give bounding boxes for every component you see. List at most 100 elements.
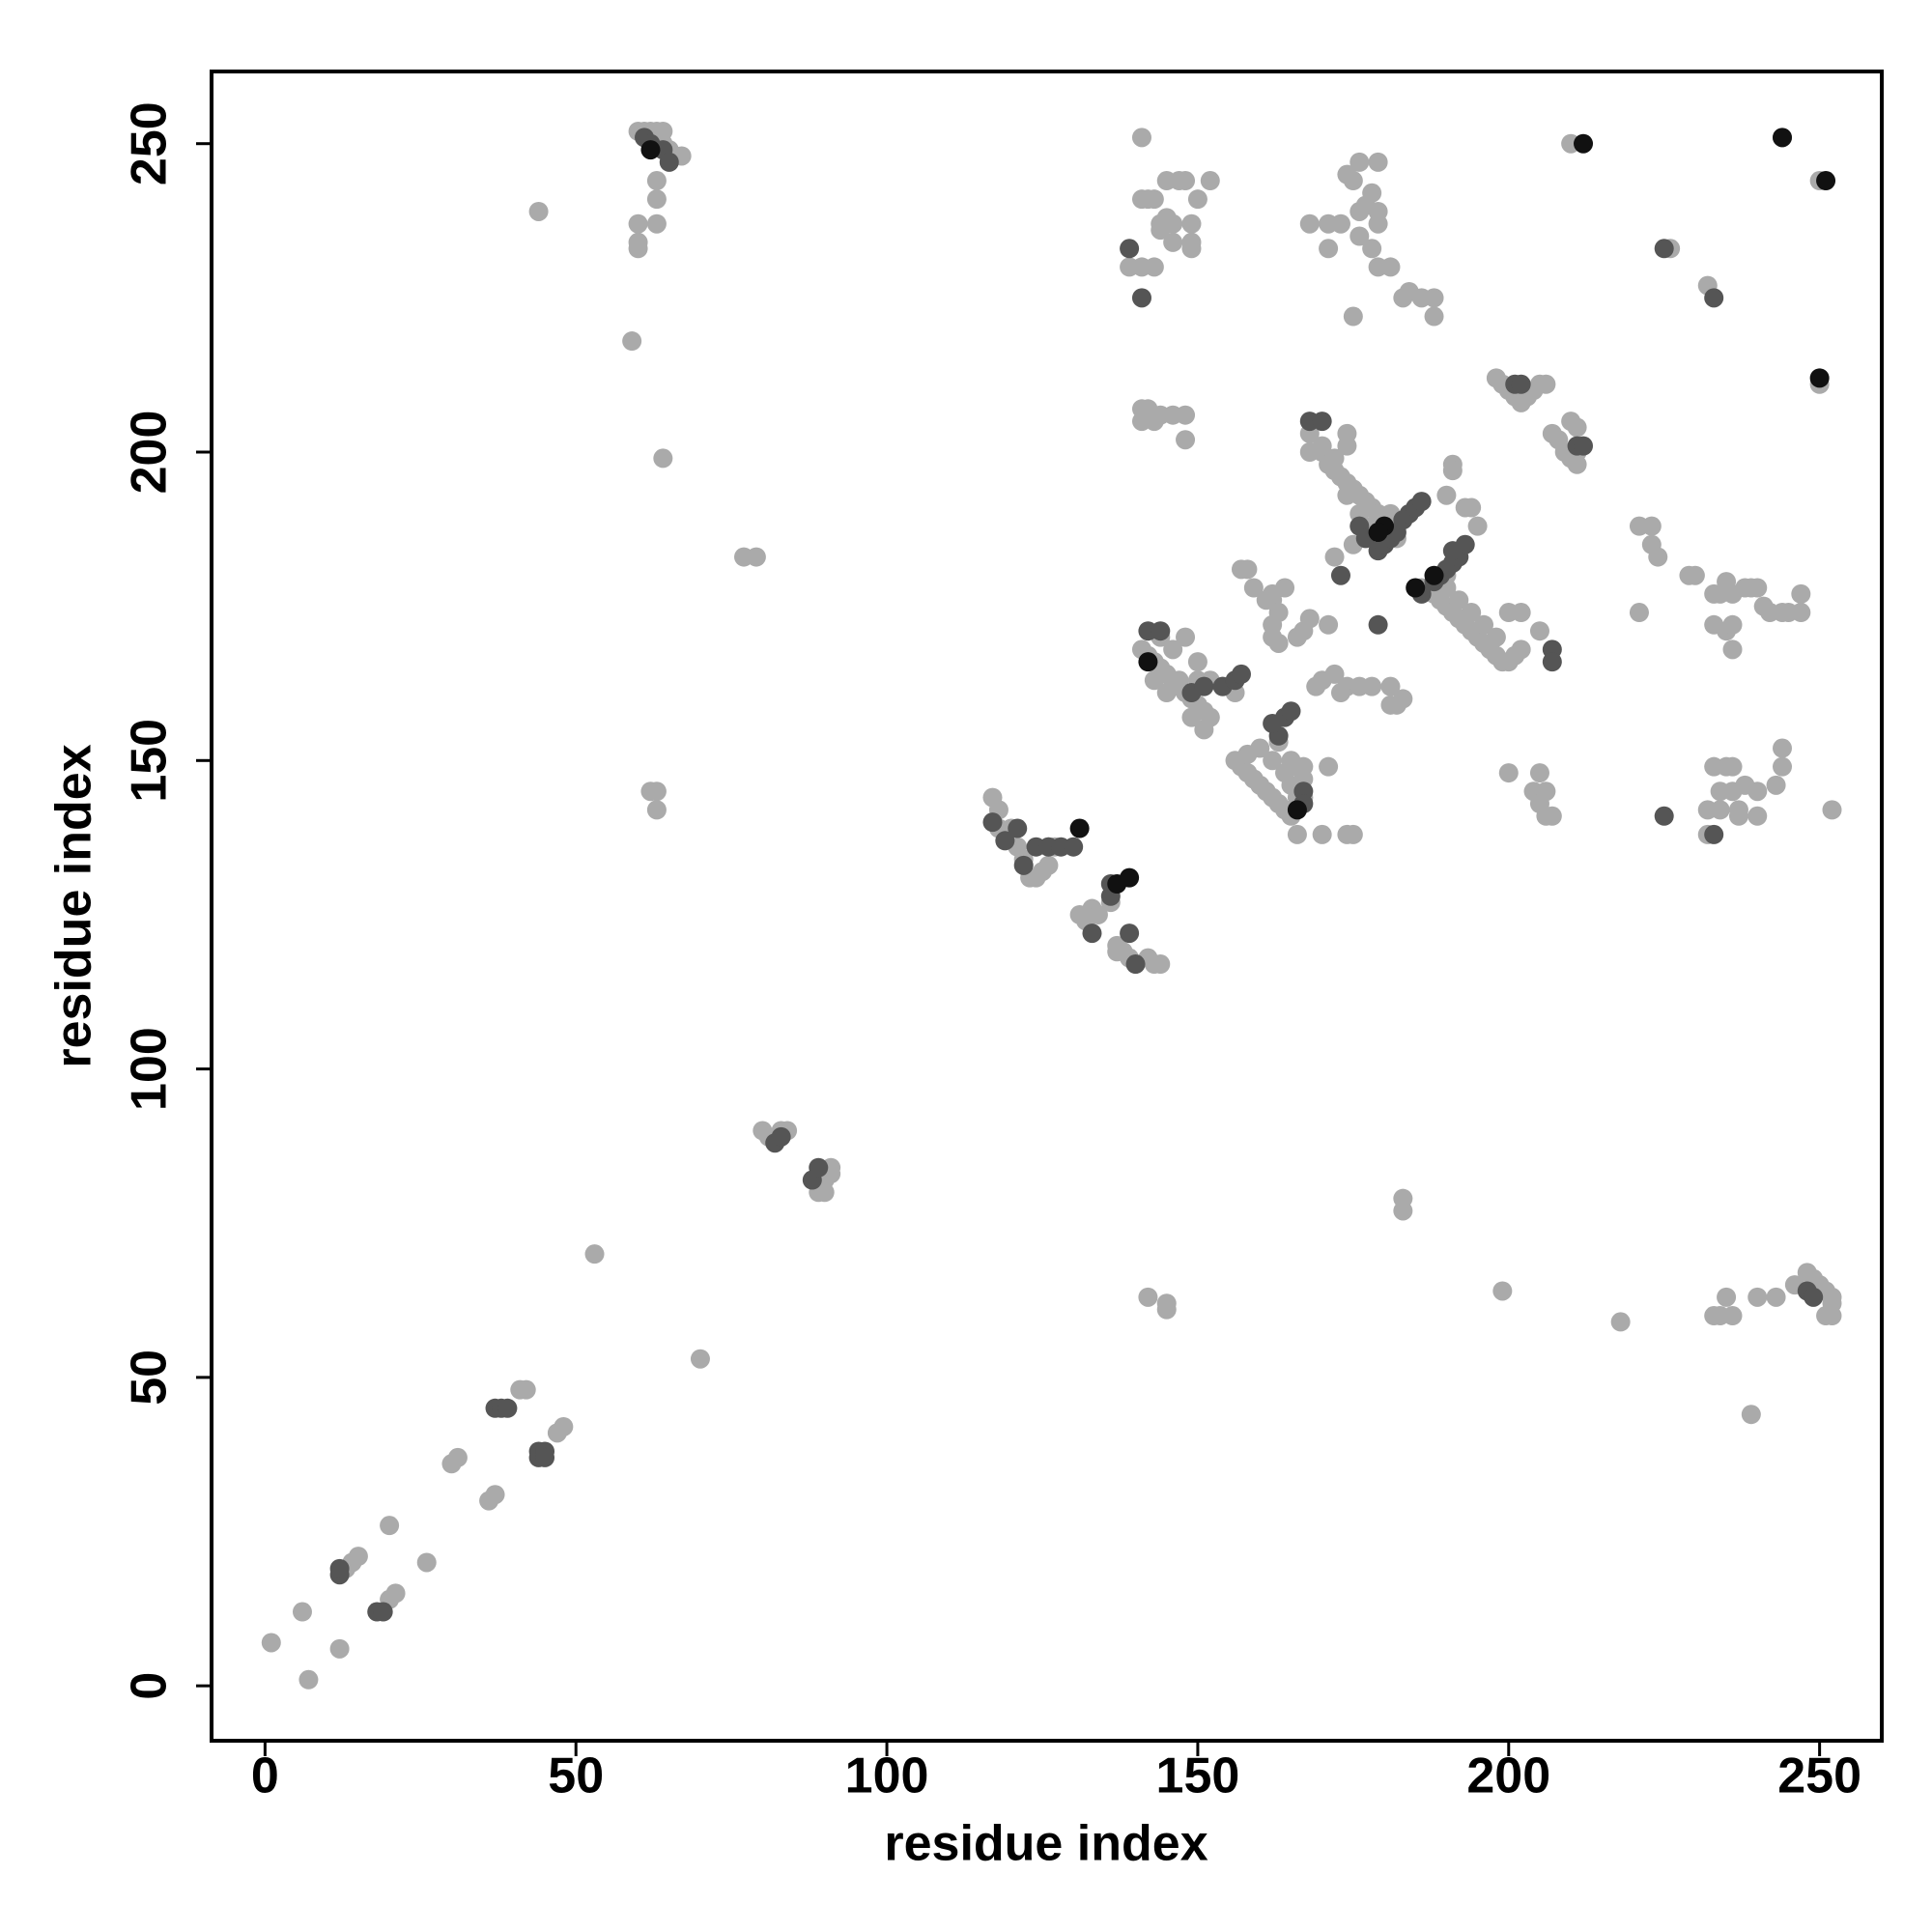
- point: [292, 1602, 312, 1622]
- point: [1237, 744, 1258, 764]
- point: [1654, 806, 1674, 826]
- point: [1411, 492, 1432, 512]
- point: [1181, 213, 1202, 234]
- point: [1151, 954, 1171, 975]
- point: [1176, 405, 1196, 425]
- point: [1629, 603, 1649, 623]
- y-axis-title: residue index: [46, 744, 102, 1067]
- point: [1368, 152, 1388, 172]
- point: [554, 1416, 574, 1436]
- point: [1773, 756, 1793, 777]
- point: [1337, 436, 1357, 456]
- point: [1120, 867, 1140, 888]
- point: [1449, 590, 1469, 611]
- point: [1685, 565, 1705, 585]
- point: [646, 171, 667, 191]
- point: [1169, 670, 1189, 691]
- point: [1529, 763, 1549, 783]
- point: [1654, 239, 1674, 259]
- point: [261, 1633, 281, 1653]
- point: [1424, 565, 1444, 585]
- point: [1330, 565, 1350, 585]
- point: [1324, 547, 1345, 567]
- point: [447, 1447, 468, 1467]
- point: [1741, 1405, 1761, 1425]
- x-tick-label: 50: [548, 1748, 604, 1804]
- point: [1138, 1287, 1158, 1307]
- point: [1822, 1306, 1842, 1326]
- point: [1038, 855, 1059, 875]
- point: [1542, 652, 1562, 672]
- point: [1474, 614, 1494, 635]
- point: [1187, 189, 1208, 210]
- point: [1151, 621, 1171, 641]
- point: [1176, 171, 1196, 191]
- point: [1287, 824, 1307, 844]
- point: [1380, 695, 1401, 715]
- x-tick-label: 200: [1466, 1748, 1550, 1804]
- point: [1462, 497, 1482, 518]
- point: [1747, 806, 1768, 826]
- point: [1747, 781, 1768, 802]
- point: [1131, 128, 1151, 148]
- point: [982, 812, 1003, 833]
- point: [1194, 720, 1214, 740]
- point: [584, 1244, 605, 1264]
- point: [1287, 800, 1307, 820]
- point: [1156, 1299, 1177, 1320]
- point: [1319, 239, 1339, 259]
- point: [1442, 541, 1463, 561]
- point: [1176, 627, 1196, 647]
- point: [1281, 701, 1301, 722]
- point: [1237, 559, 1258, 580]
- point: [1511, 374, 1531, 394]
- point: [809, 1157, 829, 1178]
- point: [1324, 448, 1345, 469]
- point: [1156, 683, 1177, 703]
- point: [1275, 578, 1295, 598]
- point: [995, 831, 1015, 851]
- point: [1542, 806, 1562, 826]
- point: [1791, 603, 1811, 623]
- point: [1343, 824, 1363, 844]
- point: [1312, 824, 1332, 844]
- point: [1263, 713, 1283, 733]
- x-tick-label: 100: [845, 1748, 929, 1804]
- point: [535, 1447, 555, 1467]
- point: [528, 201, 549, 221]
- point: [1492, 1281, 1513, 1301]
- point: [485, 1485, 505, 1505]
- point: [1816, 171, 1836, 191]
- point: [653, 448, 673, 469]
- point: [1498, 763, 1519, 783]
- y-tick-label: 150: [122, 719, 178, 803]
- x-axis-title: residue index: [884, 1816, 1208, 1872]
- point: [1486, 627, 1506, 647]
- point: [1163, 232, 1183, 252]
- point: [1268, 633, 1289, 653]
- point: [1337, 485, 1357, 505]
- point: [1393, 1201, 1413, 1221]
- point: [771, 1126, 791, 1147]
- point: [1200, 171, 1220, 191]
- point: [385, 1583, 406, 1604]
- point: [1704, 824, 1724, 844]
- point: [1822, 1287, 1842, 1307]
- point: [1722, 639, 1743, 660]
- point: [1312, 412, 1332, 432]
- point: [1131, 412, 1151, 432]
- point: [1319, 614, 1339, 635]
- point: [1368, 614, 1388, 635]
- point: [1120, 239, 1140, 259]
- point: [1773, 128, 1793, 148]
- point: [1362, 239, 1382, 259]
- point: [1064, 837, 1084, 857]
- point: [1362, 183, 1382, 203]
- point: [1368, 523, 1388, 543]
- point: [1350, 226, 1370, 246]
- y-tick-label: 0: [122, 1672, 178, 1700]
- point: [298, 1669, 319, 1690]
- point: [1467, 516, 1488, 536]
- point: [1088, 904, 1108, 924]
